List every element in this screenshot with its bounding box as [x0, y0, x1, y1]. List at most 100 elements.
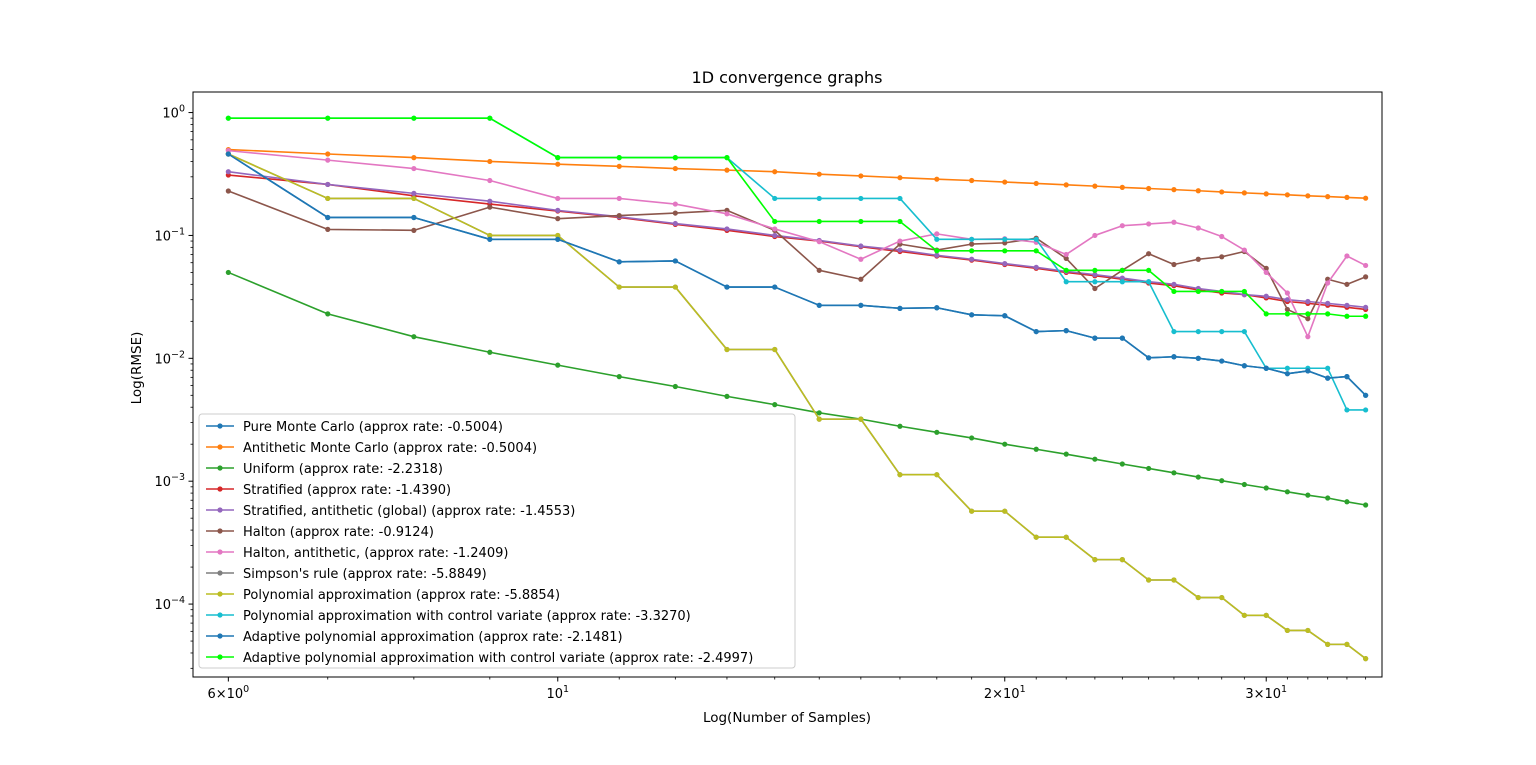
- data-point: [1363, 304, 1369, 310]
- data-point: [1146, 267, 1152, 273]
- data-point: [1263, 365, 1269, 371]
- data-point: [1305, 316, 1311, 322]
- data-point: [1092, 232, 1098, 239]
- data-point: [1171, 261, 1177, 268]
- data-point: [411, 165, 417, 172]
- x-tick-label: 101: [546, 684, 569, 702]
- data-point: [1344, 407, 1350, 413]
- data-point: [487, 349, 493, 355]
- data-point: [1195, 256, 1201, 262]
- data-point: [1146, 577, 1152, 583]
- legend-label: Polynomial approximation (approx rate: -…: [243, 588, 560, 603]
- data-point: [487, 232, 493, 239]
- legend-item: Stratified (approx rate: -1.4390): [206, 483, 451, 498]
- data-point: [1219, 358, 1225, 364]
- data-point: [325, 195, 331, 202]
- data-point: [1092, 557, 1098, 563]
- legend-item: Adaptive polynomial approximation with c…: [206, 651, 753, 666]
- data-point: [1171, 288, 1177, 295]
- data-point: [487, 198, 493, 204]
- data-point: [969, 177, 975, 184]
- axes-frame: [192, 91, 1383, 678]
- series-line-11: [227, 153, 1367, 396]
- y-axis-label: Log(RMSE): [129, 332, 145, 405]
- data-point: [897, 238, 903, 244]
- data-point: [724, 155, 730, 161]
- data-point: [1002, 240, 1008, 246]
- legend-label: Stratified (approx rate: -1.4390): [243, 483, 451, 498]
- data-point: [724, 211, 730, 217]
- data-point: [1284, 311, 1290, 317]
- data-point: [1063, 328, 1069, 334]
- y-tick-label: 10−4: [154, 595, 185, 613]
- legend-label: Pure Monte Carlo (approx rate: -0.5004): [243, 420, 503, 435]
- data-point: [934, 252, 940, 258]
- data-point: [1119, 279, 1125, 285]
- data-point: [724, 167, 730, 173]
- legend-item: Halton (approx rate: -0.9124): [206, 525, 434, 540]
- data-point: [1284, 297, 1290, 303]
- data-point: [1344, 641, 1350, 647]
- data-point: [672, 155, 678, 161]
- legend-label: Halton, antithetic, (approx rate: -1.240…: [243, 546, 508, 561]
- data-point: [1195, 355, 1201, 361]
- data-point: [897, 195, 903, 202]
- data-point: [816, 410, 822, 416]
- data-point: [858, 416, 864, 422]
- series-12: [225, 115, 1369, 319]
- data-point: [555, 207, 561, 213]
- data-point: [1146, 221, 1152, 227]
- data-point: [1195, 188, 1201, 194]
- data-point: [1284, 371, 1290, 377]
- legend-swatch-marker: [217, 549, 223, 555]
- data-point: [1063, 279, 1069, 285]
- data-point: [772, 346, 778, 353]
- data-point: [1305, 627, 1311, 634]
- data-point: [672, 258, 678, 264]
- data-point: [1063, 255, 1069, 262]
- data-point: [1195, 225, 1201, 231]
- legend-swatch-marker: [217, 528, 223, 534]
- data-point: [1325, 311, 1331, 317]
- data-point: [616, 284, 622, 290]
- legend-label: Halton (approx rate: -0.9124): [243, 525, 434, 540]
- y-tick-label: 10−3: [154, 472, 185, 490]
- data-point: [1146, 279, 1152, 285]
- data-point: [858, 243, 864, 249]
- data-point: [772, 218, 778, 225]
- data-point: [1363, 656, 1369, 662]
- data-point: [1325, 365, 1331, 371]
- x-tick-label: 6×100: [207, 684, 249, 702]
- data-point: [1092, 335, 1098, 341]
- data-point: [1092, 267, 1098, 273]
- data-point: [1241, 328, 1247, 335]
- data-point: [1241, 288, 1247, 295]
- data-point: [858, 276, 864, 282]
- data-point: [672, 210, 678, 216]
- data-point: [1219, 328, 1225, 335]
- data-point: [1092, 456, 1098, 462]
- data-point: [1305, 492, 1311, 498]
- data-point: [1325, 641, 1331, 647]
- data-point: [1344, 374, 1350, 380]
- legend-item: Adaptive polynomial approximation (appro…: [206, 630, 623, 645]
- data-point: [1344, 194, 1350, 200]
- data-point: [1033, 328, 1039, 335]
- data-point: [1305, 368, 1311, 374]
- data-point: [724, 346, 730, 353]
- data-point: [1195, 328, 1201, 335]
- data-point: [772, 169, 778, 175]
- data-point: [772, 226, 778, 232]
- data-point: [1284, 306, 1290, 313]
- data-point: [616, 195, 622, 202]
- data-point: [1033, 534, 1039, 540]
- data-point: [616, 163, 622, 169]
- data-point: [1305, 311, 1311, 317]
- data-point: [934, 429, 940, 435]
- series-9: [225, 151, 1369, 662]
- data-point: [411, 214, 417, 221]
- data-point: [1263, 485, 1269, 491]
- data-point: [1119, 557, 1125, 563]
- data-point: [934, 176, 940, 182]
- data-point: [724, 226, 730, 232]
